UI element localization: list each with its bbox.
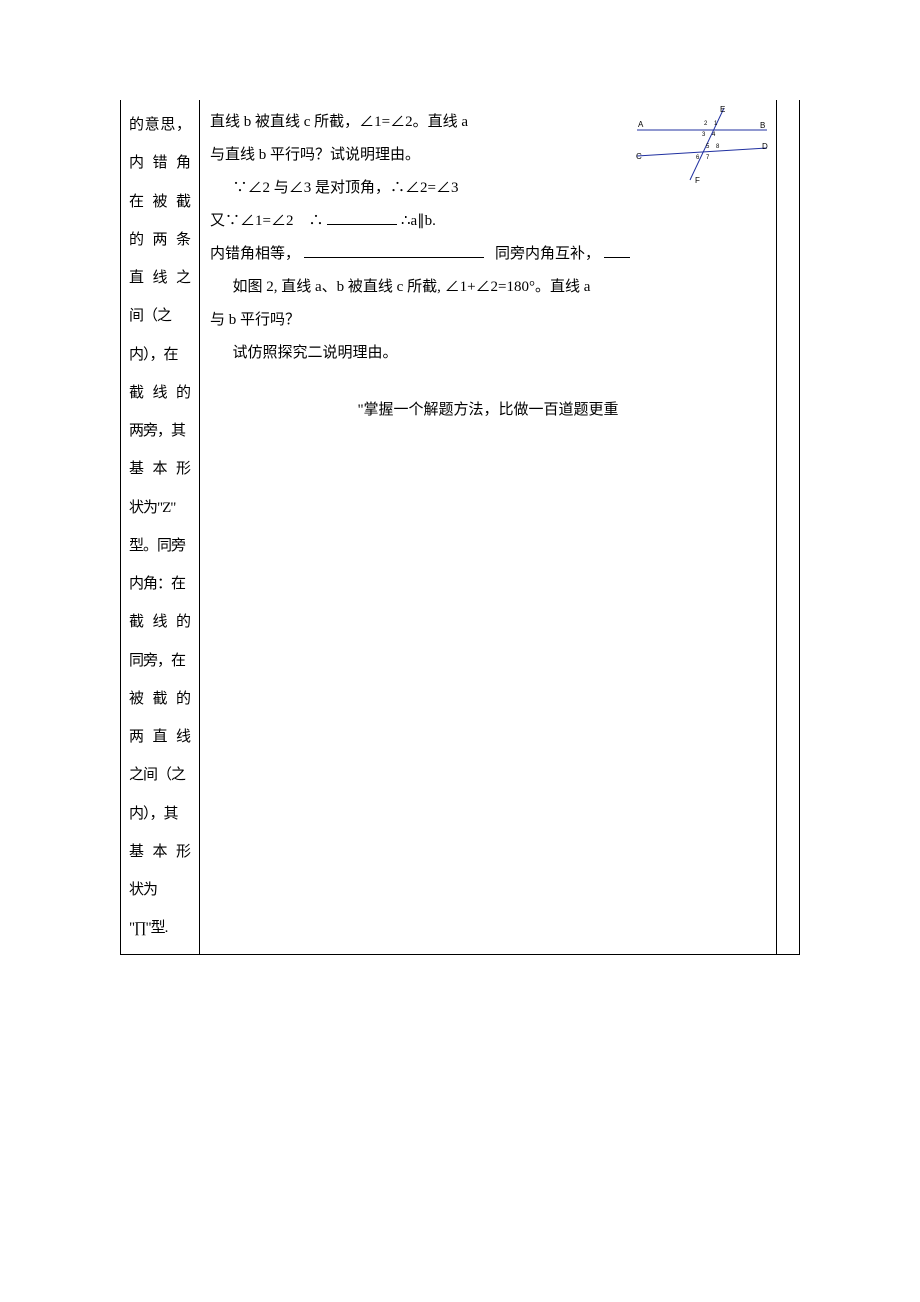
- diag-num: 3: [702, 132, 706, 138]
- text: 与 b 平行吗？: [210, 312, 300, 328]
- quote-line: "掌握一个解题方法，比做一百道题更重: [210, 394, 766, 427]
- left-line: 内），其: [129, 795, 191, 833]
- fill-blank: [327, 209, 397, 225]
- diag-num: 8: [716, 144, 720, 150]
- fill-blank: [304, 242, 484, 258]
- left-line: 基本形: [129, 833, 191, 871]
- text: 同旁内角互补，: [495, 246, 600, 262]
- text-line: 试仿照探究二说明理由。: [210, 337, 766, 370]
- left-line: 直线之: [129, 259, 191, 297]
- diag-label-b: B: [760, 121, 765, 130]
- fill-blank: [604, 242, 630, 258]
- geometry-diagram: E A B C D F 1 2 3 4 5 8 6 7: [632, 102, 772, 187]
- text: 与直线 b 平行吗？试说明理由。: [210, 147, 420, 163]
- diag-label-d: D: [762, 142, 768, 151]
- diag-label-c: C: [636, 152, 642, 161]
- diag-num: 4: [712, 132, 716, 138]
- left-line: 的两条: [129, 221, 191, 259]
- left-line: 内角：在: [129, 565, 191, 603]
- left-column: 的意思， 内错角 在被截 的两条 直线之 间（之 内），在 截线的 两旁，其 基…: [120, 100, 200, 954]
- text: 内错角相等，: [210, 246, 300, 262]
- left-line: 截线的: [129, 603, 191, 641]
- left-line: "∏"型.: [129, 909, 191, 947]
- left-line: 两直线: [129, 718, 191, 756]
- text-line: 又∵∠1=∠2 ∴ ∴a∥b.: [210, 205, 766, 238]
- left-line: 两旁，其: [129, 412, 191, 450]
- diag-label-f: F: [695, 176, 700, 185]
- left-line: 之间（之: [129, 756, 191, 794]
- left-line: 间（之: [129, 297, 191, 335]
- text-line: 内错角相等， 同旁内角互补，: [210, 238, 766, 271]
- diag-num: 5: [706, 144, 710, 150]
- right-column: E A B C D F 1 2 3 4 5 8 6 7: [200, 100, 777, 954]
- left-line: 在被截: [129, 183, 191, 221]
- left-line: 状为: [129, 871, 191, 909]
- text: ∴a∥b.: [401, 213, 436, 229]
- diag-num: 2: [704, 121, 708, 127]
- left-line: 内），在: [129, 336, 191, 374]
- left-line: 状为"Z": [129, 489, 191, 527]
- text: ∵∠2 与∠3 是对顶角，∴∠2=∠3: [233, 180, 459, 196]
- text: 又∵∠1=∠2 ∴: [210, 213, 323, 229]
- text-line: 与 b 平行吗？: [210, 304, 766, 337]
- text: 直线 b 被直线 c 所截，∠1=∠2。直线 a: [210, 114, 468, 130]
- far-right-column: [777, 100, 800, 954]
- diag-label-a: A: [638, 120, 644, 129]
- text-line: 如图 2, 直线 a、b 被直线 c 所截, ∠1+∠2=180°。直线 a: [210, 271, 766, 304]
- left-line: 基本形: [129, 450, 191, 488]
- left-line: 型。同旁: [129, 527, 191, 565]
- text: 如图 2, 直线 a、b 被直线 c 所截, ∠1+∠2=180°。直线 a: [233, 279, 591, 295]
- diag-label-e: E: [720, 105, 725, 114]
- left-line: 被截的: [129, 680, 191, 718]
- text: 试仿照探究二说明理由。: [233, 345, 398, 361]
- left-line: 的意思，: [129, 106, 191, 144]
- diag-num: 7: [706, 155, 710, 161]
- left-line: 同旁，在: [129, 642, 191, 680]
- left-line: 截线的: [129, 374, 191, 412]
- left-line: 内错角: [129, 144, 191, 182]
